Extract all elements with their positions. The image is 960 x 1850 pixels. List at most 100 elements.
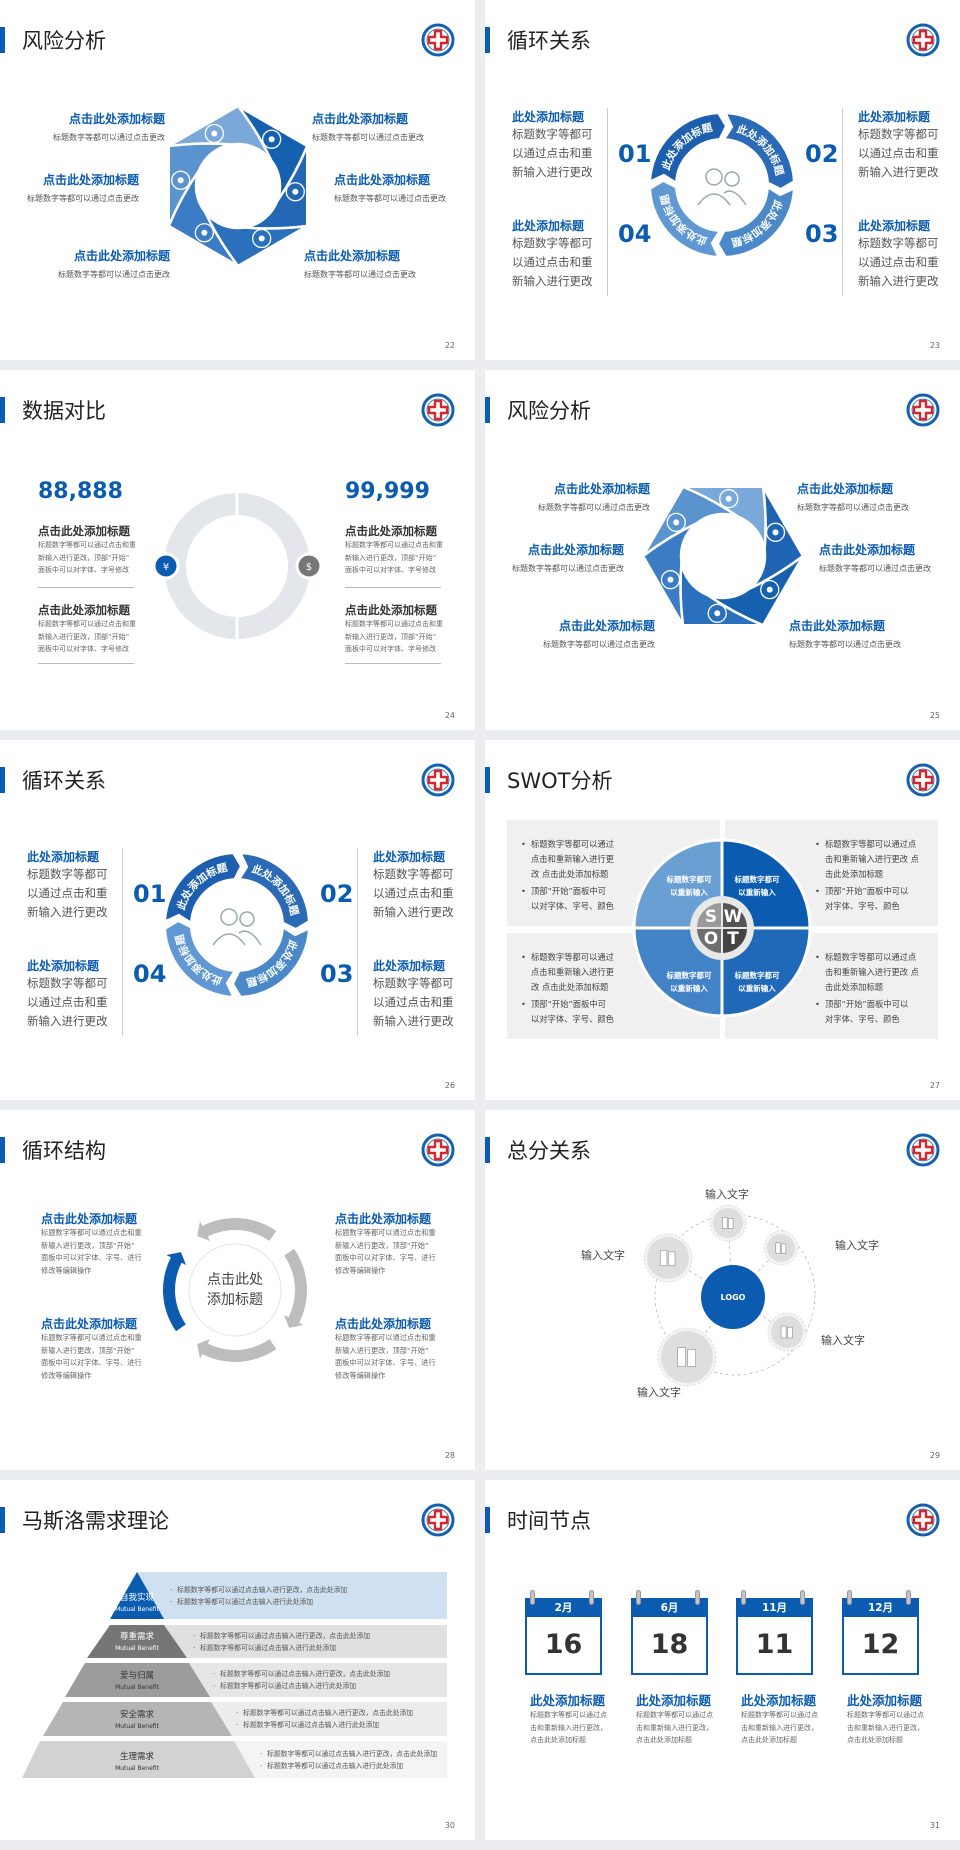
donut-gap (235, 486, 239, 646)
item-title[interactable]: 点击此处添加标题 (553, 482, 650, 496)
title-accent-bar (0, 1507, 5, 1533)
item-title[interactable]: 点击此处添加标题 (558, 619, 655, 633)
slide-25[interactable]: 风险分析 25 点击此处添加标题 标题数字等都可以通过点击更改 点击此处添加标题 标题数字… (485, 370, 960, 730)
bullet-dot: · (170, 1585, 173, 1594)
slide-title: 循环关系 (507, 29, 591, 53)
event-title[interactable]: 此处添加标题 (847, 1693, 923, 1708)
item-title[interactable]: 点击此处添加标题 (41, 1212, 138, 1226)
item-line: 标题数字等都可 (27, 976, 108, 990)
slide-30[interactable]: 马斯洛需求理论 30 自我实现 Mutual Benefit · 标题数字等都可以通过点击… (0, 1480, 475, 1840)
item-line: 新输入进行更改 (512, 165, 593, 179)
title-accent-bar (485, 1507, 490, 1533)
calendar-ring (636, 1590, 641, 1605)
item-text: 标题数字等都可以通过点击更改 (53, 133, 165, 142)
bullet-line: 对字体、字号、颜色 (825, 1014, 900, 1024)
item-title[interactable]: 点击此处添加标题 (527, 543, 624, 557)
swot-text: • 标题数字等都可以通过点击和重新输入进行更改 点击此处添加标题 • 顶部“开始”面板… (521, 837, 614, 916)
swot-letter: O (704, 929, 718, 949)
item-text: 标题数字等都可以通过点击更改 (304, 270, 416, 279)
item-title[interactable]: 此处添加标题 (373, 959, 446, 973)
cycle-segment (167, 104, 273, 162)
donut-ring: ¥ $ (152, 486, 323, 646)
item-title[interactable]: 点击此处添加标题 (345, 603, 437, 617)
slide-29[interactable]: 总分关系 29 LOGO 输入文字 输入文字 输入文字 输入文字 输入文字 (485, 1110, 960, 1470)
level-sub: Mutual Benefit (115, 1765, 159, 1772)
bullet-dot: • (521, 952, 526, 962)
slide-24[interactable]: 数据对比 24 ¥ $88,888 点击此处添加标题 标题数字等都可以通过点击和重 新输入进… (0, 370, 475, 730)
item-title[interactable]: 点击此处添加标题 (335, 1212, 432, 1226)
item-title[interactable]: 点击此处添加标题 (304, 249, 401, 263)
item-title[interactable]: 点击此处添加标题 (797, 482, 894, 496)
item-line: 标题数字等都可以通过点击和重 (345, 620, 443, 628)
item-title[interactable]: 点击此处添加标题 (41, 1317, 138, 1331)
item-title[interactable]: 此处添加标题 (512, 110, 585, 124)
item-line: 新输入进行更改，顶部“开始” (41, 1240, 135, 1250)
center-circle (188, 1243, 282, 1337)
item-title[interactable]: 此处添加标题 (858, 110, 931, 124)
slide-23[interactable]: 循环关系 23 此处添加标题 此处添加标题 此处添加标题 此处添加标题 01 02 03 04 此处… (485, 0, 960, 360)
heart-icon (194, 223, 215, 243)
step-item-1: 此处添加标题 标题数字等都可 以通过点击和重 新输入进行更改 (27, 848, 108, 922)
event-title[interactable]: 此处添加标题 (741, 1693, 817, 1708)
ring-segment (164, 852, 243, 925)
slide-27[interactable]: SWOT分析 27 S W O T 标题数字都可 以重新输入 标题数字都可 以重新输入 标题数字都可… (485, 740, 960, 1100)
item-title[interactable]: 此处添加标题 (27, 959, 100, 973)
swot-quadrant-label: 标题数字都可 以重新输入 (649, 969, 729, 995)
step-number: 02 (805, 140, 839, 168)
cycle-item-4: 点击此处添加标题 标题数字等都可以通过点击更改 (789, 617, 901, 650)
bullet-text: 标题数字等都可以通过点击输入进行此处添加 (200, 1643, 337, 1652)
item-title[interactable]: 点击此处添加标题 (73, 249, 170, 263)
slide-22[interactable]: 风险分析 22 点击此处添加标题 标题数字等都可以通过点击更改 点击此处添加标题 标题数字… (0, 0, 475, 360)
event-title[interactable]: 此处添加标题 (530, 1693, 606, 1708)
item-title[interactable]: 此处添加标题 (373, 850, 446, 864)
item-title[interactable]: 点击此处添加标题 (819, 543, 916, 557)
calendar-day: 12 (861, 1629, 900, 1660)
item-title[interactable]: 点击此处添加标题 (345, 524, 437, 538)
item-title[interactable]: 点击此处添加标题 (38, 603, 130, 617)
item-title[interactable]: 点击此处添加标题 (334, 173, 431, 187)
slide-title: 风险分析 (507, 399, 591, 423)
bullet-dot: · (193, 1643, 196, 1652)
title-accent-bar (0, 27, 5, 53)
building-icon-2 (687, 1349, 696, 1367)
calendar-ring (906, 1590, 911, 1605)
item-title[interactable]: 此处添加标题 (858, 219, 931, 233)
item-line: 标题数字等都可 (373, 867, 454, 881)
item-title[interactable]: 点击此处添加标题 (789, 619, 886, 633)
slide-title: 循环结构 (22, 1139, 106, 1163)
item-line: 新输入进行更改 (858, 165, 939, 179)
item-text: 标题数字等都可以通过点击更改 (538, 503, 650, 512)
bullet-item: · 标题数字等都可以通过点击输入进行此处添加 (260, 1760, 437, 1772)
item-title[interactable]: 点击此处添加标题 (38, 524, 130, 538)
level-label: 尊重需求 Mutual Benefit (97, 1632, 177, 1654)
item-title[interactable]: 点击此处添加标题 (68, 112, 165, 126)
stat-item: 点击此处添加标题 标题数字等都可以通过点击和重 新输入进行更改，顶部“开始” 面板中可… (38, 523, 136, 577)
bullet-line: 击此处添加标题 (825, 869, 884, 879)
slide-28[interactable]: 循环结构 28 点击此处 添加标题 点击此处添加标题 标题数字等都可以通过点击和重 新输入进… (0, 1110, 475, 1470)
stat-item: 点击此处添加标题 标题数字等都可以通过点击和重 新输入进行更改，顶部“开始” 面板中可… (345, 523, 443, 577)
bullet-dot: • (815, 886, 820, 896)
item-line: 新输入进行更改 (858, 274, 939, 288)
level-bullets: · 标题数字等都可以通过点击输入进行更改，点击此处添加 · 标题数字等都可以通过点击输… (170, 1584, 347, 1608)
level-name: 生理需求 (119, 1752, 154, 1762)
event-text: 此处添加标题 标题数字等都可以通过点 击和重新输入进行更改， 点击此处添加标题 (847, 1690, 924, 1747)
node-label: 输入文字 (835, 1239, 879, 1252)
item-title[interactable]: 此处添加标题 (27, 850, 100, 864)
event-title[interactable]: 此处添加标题 (636, 1693, 712, 1708)
item-title[interactable]: 点击此处添加标题 (335, 1317, 432, 1331)
item-title[interactable]: 此处添加标题 (512, 219, 585, 233)
calendar-ring (741, 1590, 746, 1605)
step-item-2: 此处添加标题 标题数字等都可 以通过点击和重 新输入进行更改 (858, 108, 939, 182)
item-text: 标题数字等都可以通过点击更改 (543, 640, 655, 649)
bullet-dot: · (236, 1709, 239, 1717)
slide-26[interactable]: 循环关系 26 此处添加标题 此处添加标题 此处添加标题 此处添加标题 01 02 03 04 此处… (0, 740, 475, 1100)
item-title[interactable]: 点击此处添加标题 (312, 112, 409, 126)
item-title[interactable]: 点击此处添加标题 (42, 173, 139, 187)
slide-31[interactable]: 时间节点 31 2月 16 此处添加标题 标题数字等都可以通过点 击和重新输入进行更改， 点击… (485, 1480, 960, 1840)
item-line: 面板中可以对字体、字号修改 (38, 566, 129, 574)
item-text: 标题数字等都可以通过点击更改 (58, 270, 170, 279)
bullet-line: 对字体、字号、颜色 (825, 901, 900, 911)
item-line: 标题数字等都可以通过点击和重 (41, 1333, 142, 1342)
item-line: 修改等编辑操作 (335, 1370, 386, 1380)
